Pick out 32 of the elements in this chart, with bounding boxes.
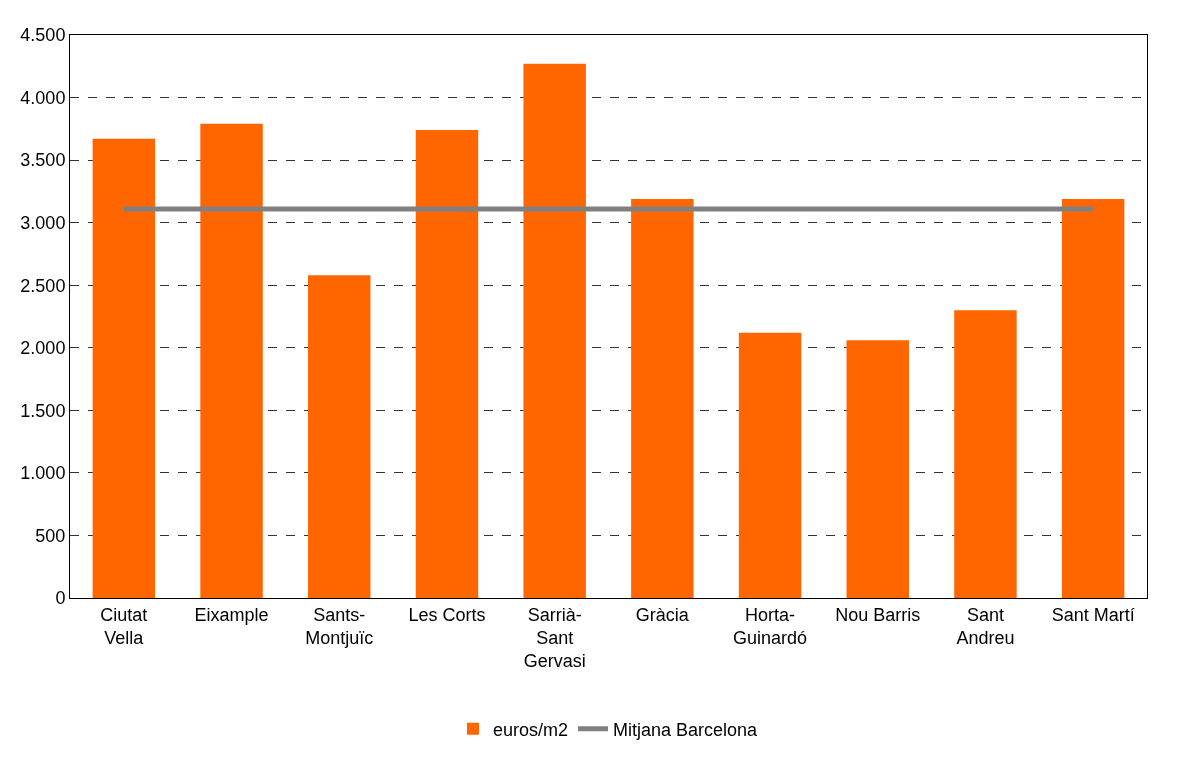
bar [738, 332, 802, 598]
y-tick-label: 4.000 [20, 87, 66, 108]
x-tick-label: Nou Barris [835, 604, 921, 625]
x-tick-label: Horta-Guinardó [733, 604, 808, 648]
bar [1061, 198, 1125, 598]
x-tick-label: Eixample [194, 604, 269, 625]
y-tick-label: 3.500 [20, 150, 66, 171]
bar [523, 63, 586, 598]
y-tick-label: 2.500 [20, 275, 66, 296]
y-tick-label: 1.500 [20, 400, 66, 421]
x-tick-label: Gràcia [635, 604, 690, 625]
y-tick-label: 2.000 [20, 338, 66, 359]
x-tick-label: Les Corts [408, 604, 486, 625]
x-tick-label: Ciutat Vella [100, 604, 148, 648]
x-tick-label: Sant Andreu [956, 604, 1015, 648]
bar [846, 340, 909, 598]
x-tick-label: Sarrià-Sant Gervasi [523, 604, 586, 672]
bar [308, 275, 371, 598]
y-tick-label: 3.000 [20, 212, 66, 233]
bar [415, 130, 479, 598]
bar [954, 310, 1017, 598]
legend-label: Mitjana Barcelona [613, 719, 759, 740]
y-tick-label: 1.000 [20, 463, 66, 484]
legend-label: euros/m2 [493, 719, 569, 740]
y-tick-label: 4.500 [20, 25, 66, 46]
x-tick-label: Sants-Montjuïc [305, 604, 374, 648]
y-tick-label: 500 [35, 525, 66, 546]
bar [631, 198, 694, 598]
bar [200, 123, 263, 598]
y-tick-label: 0 [55, 588, 66, 609]
bar [92, 138, 156, 598]
x-tick-label: Sant Martí [1051, 604, 1135, 625]
